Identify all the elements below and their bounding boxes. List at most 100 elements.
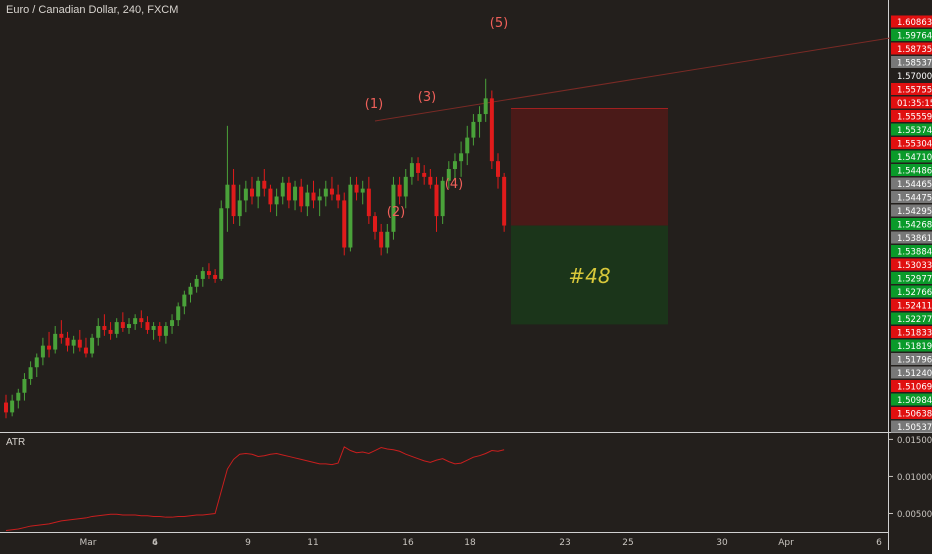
price-label[interactable]: 1.51069 bbox=[897, 383, 932, 393]
price-label[interactable]: 1.53861 bbox=[897, 234, 932, 244]
atr-tick-label[interactable]: 0.00500 bbox=[897, 510, 932, 520]
candle bbox=[354, 176, 359, 201]
candle bbox=[360, 180, 365, 205]
price-label[interactable]: 1.53884 bbox=[897, 248, 932, 258]
price-label[interactable]: 01:35:15 bbox=[897, 99, 932, 109]
candle bbox=[170, 314, 175, 334]
time-axis[interactable]: Mar 6 9 11 16 18 23 25 30 Apr 64 bbox=[80, 538, 883, 548]
price-label-bg bbox=[891, 110, 932, 122]
candle bbox=[262, 169, 267, 197]
candle-body bbox=[34, 357, 39, 368]
candle bbox=[4, 394, 8, 419]
candle-body bbox=[194, 278, 199, 287]
candle bbox=[157, 322, 162, 342]
candle bbox=[477, 106, 482, 138]
candle bbox=[200, 267, 205, 287]
candle bbox=[83, 337, 88, 358]
candle-body bbox=[305, 192, 310, 207]
time-label[interactable]: 6 bbox=[152, 538, 158, 548]
candle bbox=[323, 180, 328, 207]
time-label[interactable]: 11 bbox=[307, 538, 318, 548]
candle bbox=[452, 153, 457, 181]
time-label[interactable]: 16 bbox=[402, 538, 414, 548]
price-label[interactable]: 1.50638 bbox=[897, 410, 932, 420]
price-label[interactable]: 1.51796 bbox=[897, 356, 932, 366]
price-label[interactable]: 1.52277 bbox=[897, 315, 932, 325]
price-label[interactable]: 1.51833 bbox=[897, 329, 932, 339]
time-label[interactable]: 6 bbox=[876, 538, 882, 548]
trend-line[interactable] bbox=[374, 37, 891, 122]
price-label[interactable]: 1.51240 bbox=[897, 369, 932, 379]
time-label[interactable]: 25 bbox=[622, 538, 633, 548]
candle-body bbox=[385, 231, 390, 248]
time-label[interactable]: 4 bbox=[152, 538, 158, 548]
position-tool[interactable]: #48 bbox=[511, 108, 668, 325]
candle bbox=[342, 192, 347, 256]
price-label[interactable]: 1.54295 bbox=[897, 207, 932, 217]
atr-tick-label[interactable]: 0.01500 bbox=[897, 436, 932, 446]
candle bbox=[163, 322, 168, 344]
candle bbox=[102, 314, 107, 336]
candle bbox=[213, 269, 218, 283]
price-label[interactable]: 1.58537 bbox=[897, 59, 932, 69]
time-label[interactable]: 18 bbox=[464, 538, 476, 548]
price-label[interactable]: 1.55559 bbox=[897, 113, 932, 123]
take-profit-zone[interactable] bbox=[511, 225, 668, 325]
candle-body bbox=[71, 339, 76, 346]
price-label-bg bbox=[891, 218, 932, 230]
price-label[interactable]: 1.50984 bbox=[897, 396, 932, 406]
price-label[interactable]: 1.55755 bbox=[897, 86, 932, 96]
candle bbox=[440, 176, 445, 224]
price-label[interactable]: 1.60863 bbox=[897, 18, 932, 28]
price-label[interactable]: 1.54710 bbox=[897, 153, 932, 163]
chart-title: Euro / Canadian Dollar, 240, FXCM bbox=[6, 4, 179, 16]
candle-body bbox=[434, 184, 439, 217]
candle-body bbox=[163, 326, 168, 336]
candle bbox=[133, 314, 138, 330]
atr-indicator-label[interactable]: ATR bbox=[6, 437, 26, 448]
price-label[interactable]: 1.54486 bbox=[897, 167, 932, 177]
time-label[interactable]: 9 bbox=[245, 538, 251, 548]
candle bbox=[496, 153, 500, 189]
price-label-bg bbox=[891, 29, 932, 41]
candle bbox=[194, 274, 199, 293]
atr-axis[interactable]: 0.01500 0.01000 0.00500 bbox=[888, 436, 932, 520]
price-label[interactable]: 1.52977 bbox=[897, 275, 932, 285]
candle bbox=[317, 188, 322, 217]
price-label[interactable]: 1.57000 bbox=[897, 72, 932, 82]
price-label[interactable]: 1.52411 bbox=[897, 302, 932, 312]
price-axis[interactable]: 1.60863 1.59764 1.58735 1.58537 1.57000 1.557… bbox=[891, 15, 932, 434]
stop-loss-zone[interactable] bbox=[511, 108, 668, 226]
candle-body bbox=[176, 306, 181, 321]
candle-body bbox=[83, 347, 88, 354]
candle-body bbox=[170, 320, 175, 327]
price-label[interactable]: 1.54465 bbox=[897, 180, 932, 190]
price-label[interactable]: 1.54268 bbox=[897, 221, 932, 231]
elliott-wave-labels: (1) (2) (3) (4) (5) bbox=[365, 16, 508, 220]
candle-body bbox=[22, 379, 27, 393]
price-label[interactable]: 1.51819 bbox=[897, 342, 932, 352]
candle bbox=[96, 318, 101, 346]
price-label[interactable]: 1.54475 bbox=[897, 194, 932, 204]
price-label[interactable]: 1.50537 bbox=[897, 423, 932, 433]
time-label[interactable]: Apr bbox=[778, 538, 794, 548]
atr-tick-label[interactable]: 0.01000 bbox=[897, 473, 932, 483]
price-label[interactable]: 1.53033 bbox=[897, 261, 932, 271]
time-label[interactable]: 30 bbox=[716, 538, 728, 548]
price-label[interactable]: 1.52766 bbox=[897, 288, 932, 298]
candle bbox=[274, 188, 279, 217]
candle-body bbox=[489, 98, 494, 162]
time-label[interactable]: 23 bbox=[559, 538, 570, 548]
price-label[interactable]: 1.55374 bbox=[897, 126, 932, 136]
price-label-bg bbox=[891, 299, 932, 311]
candle-body bbox=[243, 188, 248, 201]
price-label-bg bbox=[891, 150, 932, 163]
candle bbox=[250, 176, 254, 205]
price-label[interactable]: 1.59764 bbox=[897, 32, 932, 42]
candle-body bbox=[182, 294, 187, 307]
time-label[interactable]: Mar bbox=[80, 538, 97, 548]
price-label[interactable]: 1.58735 bbox=[897, 45, 932, 55]
price-label[interactable]: 1.55304 bbox=[897, 140, 932, 150]
